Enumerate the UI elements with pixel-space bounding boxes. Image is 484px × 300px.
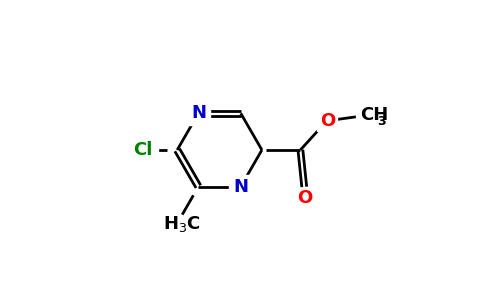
Polygon shape (187, 102, 210, 125)
Text: $_3$C: $_3$C (179, 214, 201, 234)
Text: N: N (191, 104, 206, 122)
Polygon shape (294, 188, 314, 208)
Polygon shape (229, 175, 252, 198)
Text: CH: CH (360, 106, 388, 124)
Text: N: N (233, 178, 248, 196)
Text: O: O (297, 190, 312, 208)
Text: O: O (320, 112, 335, 130)
Polygon shape (318, 111, 337, 131)
Text: 3: 3 (377, 115, 386, 128)
Text: H: H (164, 215, 179, 233)
Text: Cl: Cl (133, 141, 152, 159)
Polygon shape (127, 138, 158, 161)
